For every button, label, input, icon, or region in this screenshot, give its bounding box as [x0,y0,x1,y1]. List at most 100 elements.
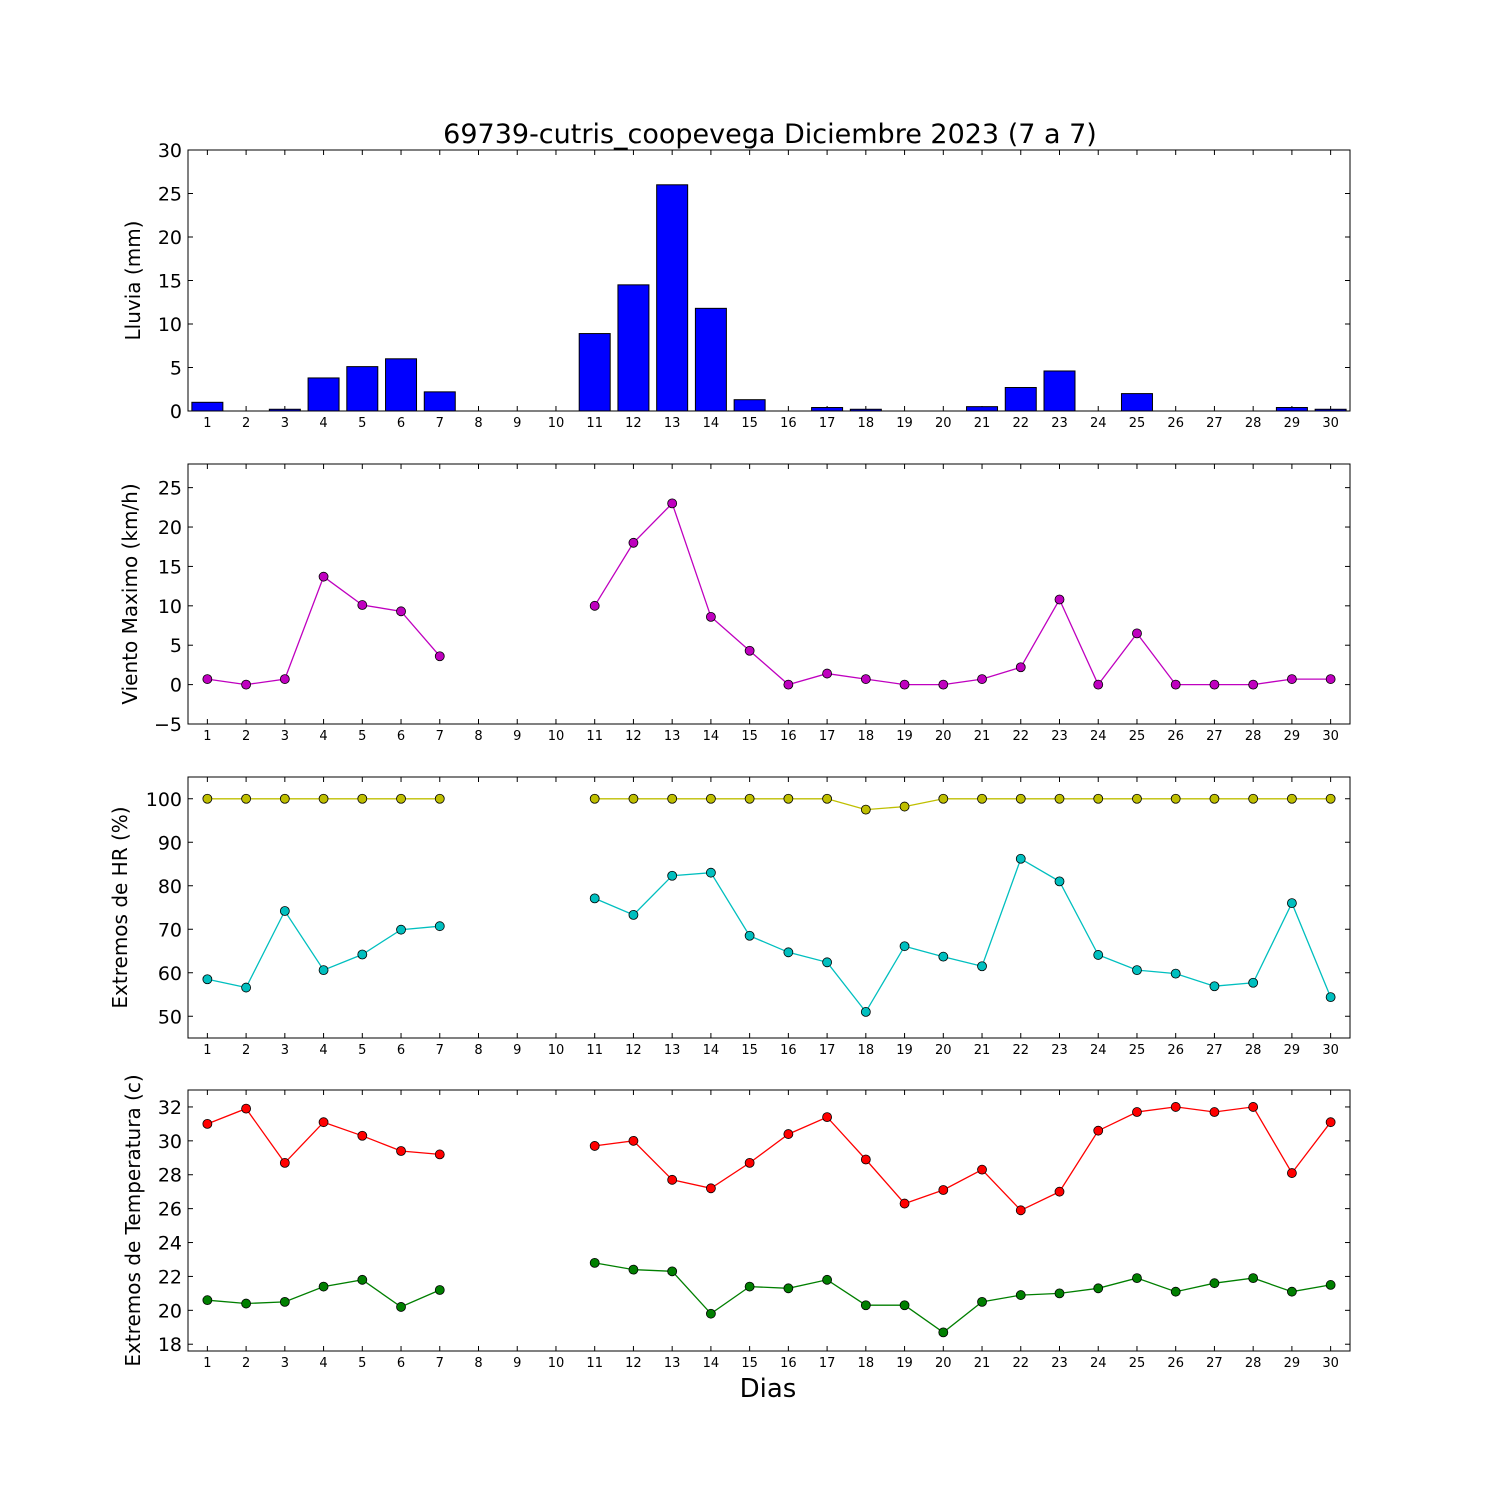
series-point [434,1285,445,1295]
x-tick-label: 5 [358,416,366,431]
series-point [589,1257,600,1268]
rain-bar [307,377,340,412]
rain-bar [1314,408,1347,412]
y-tick-label: 100 [146,789,182,811]
series-point [938,679,949,690]
series-point [1132,965,1142,976]
x-tick-label: 15 [741,1356,758,1371]
series-point [822,957,832,968]
x-tick-label: 19 [896,1356,913,1371]
series-line [594,798,1331,811]
x-tick-label: 24 [1090,1356,1107,1371]
series-point [1054,1288,1065,1299]
series-point [1248,1102,1259,1112]
x-tick-label: 16 [780,416,797,431]
x-tick-label: 3 [281,729,289,744]
x-tick-label: 1 [203,416,211,431]
y-tick-label: 10 [158,314,182,336]
x-tick-label: 12 [625,1356,642,1371]
y-tick-label: 70 [158,919,182,941]
series-line [594,502,1331,686]
series-point [938,1185,949,1195]
series-point [357,949,368,960]
series-point [241,679,252,690]
x-tick-label: 20 [935,1356,952,1371]
y-tick-label: 22 [158,1266,182,1288]
y-tick-label: 0 [170,675,182,697]
x-tick-label: 18 [858,1043,875,1058]
y-tick-label: 15 [158,271,182,293]
series-point [1209,981,1220,992]
x-tick-label: 12 [625,729,642,744]
series-point [434,651,445,662]
series-point [1054,1186,1065,1197]
x-tick-label: 17 [819,1043,836,1058]
series-point [1015,793,1026,804]
series-point [860,674,871,684]
x-tick-label: 7 [436,416,444,431]
series-point [357,1130,368,1141]
x-tick-label: 28 [1245,1356,1262,1371]
series-point [241,793,252,804]
series-point [977,961,987,972]
series-point [434,793,445,804]
x-tick-label: 14 [703,1043,720,1058]
series-point [396,1302,406,1312]
series-point [1209,1107,1220,1117]
x-tick-label: 13 [664,1356,681,1371]
series-point [1054,876,1065,887]
x-tick-label: 18 [858,1356,875,1371]
series-point [822,793,832,804]
series-point [1015,853,1026,864]
series-point [938,1327,949,1338]
x-tick-label: 12 [625,416,642,431]
x-tick-label: 17 [819,1356,836,1371]
series-point [744,645,755,656]
x-tick-label: 25 [1129,729,1146,744]
series-point [434,921,445,932]
y-tick-label: 5 [170,358,182,380]
x-tick-label: 28 [1245,729,1262,744]
x-tick-label: 10 [548,416,565,431]
x-tick-label: 12 [625,1043,642,1058]
y-tick-label: 90 [158,832,182,854]
series-point [706,1308,716,1319]
x-tick-label: 30 [1322,1043,1339,1058]
series-point [744,793,755,804]
x-tick-label: 29 [1284,729,1301,744]
series-point [667,1174,678,1185]
x-tick-label: 4 [319,729,327,744]
x-tick-label: 3 [281,1043,289,1058]
series-point [1287,898,1297,909]
x-tick-label: 9 [513,1043,521,1058]
series-point [1287,674,1297,684]
x-tick-label: 5 [358,729,366,744]
x-tick-label: 22 [1012,729,1029,744]
x-tick-label: 2 [242,1043,250,1058]
series-point [977,674,987,684]
series-point [318,793,329,804]
x-tick-label: 13 [664,416,681,431]
series-point [628,909,639,920]
x-tick-label: 10 [548,1043,565,1058]
series-point [589,893,600,904]
chart-title: 69739-cutris_coopevega Diciembre 2023 (7… [443,119,1097,150]
x-tick-label: 28 [1245,1043,1262,1058]
y-tick-label: 50 [158,1006,182,1028]
rain-bar [191,401,224,412]
x-tick-label: 30 [1322,416,1339,431]
x-tick-label: 1 [203,1356,211,1371]
x-tick-label: 20 [935,1043,952,1058]
series-point [1093,1283,1104,1294]
x-tick-label: 11 [586,1043,603,1058]
x-tick-label: 20 [935,416,952,431]
x-tick-label: 19 [896,416,913,431]
x-tick-label: 10 [548,1356,565,1371]
series-point [202,674,213,684]
series-point [279,1296,290,1307]
x-tick-label: 29 [1284,1356,1301,1371]
x-tick-label: 23 [1051,1356,1068,1371]
x-tick-label: 10 [548,729,565,744]
